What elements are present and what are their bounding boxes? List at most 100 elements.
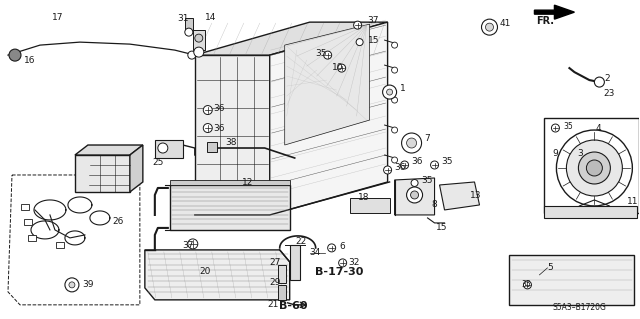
Circle shape (354, 21, 362, 29)
Text: 10: 10 (332, 63, 343, 71)
Bar (24, 219, 32, 225)
Text: 15: 15 (436, 223, 447, 233)
Text: 7: 7 (424, 134, 430, 143)
Polygon shape (509, 255, 634, 305)
Circle shape (411, 180, 418, 187)
Text: B-17-30: B-17-30 (316, 267, 364, 277)
Circle shape (338, 64, 346, 72)
Text: 14: 14 (205, 13, 216, 22)
Circle shape (324, 51, 332, 59)
Circle shape (195, 34, 203, 42)
Polygon shape (395, 178, 435, 215)
Text: 37: 37 (367, 16, 379, 25)
Text: 1: 1 (399, 84, 405, 93)
Text: 8: 8 (431, 200, 437, 210)
Polygon shape (269, 22, 388, 215)
Circle shape (387, 89, 392, 95)
Text: 25: 25 (153, 159, 164, 167)
Text: 41: 41 (499, 19, 511, 28)
Polygon shape (75, 155, 130, 192)
Circle shape (185, 28, 193, 36)
Circle shape (9, 49, 21, 61)
Text: 26: 26 (112, 218, 124, 226)
Circle shape (401, 161, 408, 169)
Polygon shape (145, 250, 290, 300)
Text: FR.: FR. (536, 16, 554, 26)
Text: 5: 5 (547, 263, 553, 272)
Bar (155, 140, 183, 158)
Text: 3: 3 (577, 149, 583, 158)
Circle shape (188, 51, 196, 59)
Polygon shape (285, 24, 370, 145)
Circle shape (69, 282, 75, 288)
Circle shape (194, 47, 204, 57)
Circle shape (481, 19, 497, 35)
Circle shape (328, 244, 335, 252)
Text: 31: 31 (177, 14, 188, 23)
Text: 36: 36 (214, 123, 225, 132)
Bar (278, 265, 285, 283)
Bar (56, 242, 64, 248)
Text: 35: 35 (422, 176, 433, 185)
Polygon shape (195, 22, 388, 55)
Circle shape (486, 23, 493, 31)
Circle shape (65, 278, 79, 292)
Text: 12: 12 (242, 178, 253, 188)
Circle shape (566, 140, 622, 196)
Circle shape (524, 281, 531, 289)
Text: 2: 2 (604, 74, 610, 83)
Circle shape (204, 106, 212, 115)
Circle shape (383, 85, 397, 99)
Bar (21, 204, 29, 210)
Bar (170, 180, 290, 185)
Circle shape (392, 42, 397, 48)
Text: 15: 15 (367, 36, 379, 45)
Text: 35: 35 (442, 158, 453, 167)
Circle shape (339, 259, 347, 267)
Circle shape (204, 123, 212, 132)
Circle shape (188, 239, 198, 249)
Bar (207, 142, 217, 152)
Text: 22: 22 (296, 237, 307, 246)
Text: 23: 23 (604, 89, 615, 98)
Polygon shape (534, 5, 575, 19)
Polygon shape (545, 206, 637, 218)
Text: B-60: B-60 (280, 301, 308, 311)
Circle shape (356, 39, 363, 46)
Polygon shape (75, 145, 143, 155)
Circle shape (431, 161, 438, 169)
Bar (545, 118, 639, 213)
Text: 17: 17 (52, 13, 63, 22)
Text: 34: 34 (310, 249, 321, 257)
Circle shape (158, 143, 168, 153)
Text: 4: 4 (595, 123, 601, 132)
Circle shape (595, 77, 604, 87)
Text: S5A3–B1720G: S5A3–B1720G (552, 303, 606, 312)
Polygon shape (195, 55, 269, 215)
Circle shape (392, 127, 397, 133)
Text: 16: 16 (24, 56, 35, 65)
Circle shape (401, 133, 422, 153)
Text: 35: 35 (563, 122, 573, 130)
Circle shape (392, 67, 397, 73)
Text: 37: 37 (182, 241, 193, 250)
Text: 32: 32 (349, 258, 360, 267)
Text: 36: 36 (395, 164, 406, 173)
Bar (185, 18, 193, 30)
Circle shape (406, 187, 422, 203)
Text: 36: 36 (214, 104, 225, 113)
Text: 35: 35 (522, 280, 531, 289)
Text: 39: 39 (82, 280, 93, 289)
Text: 38: 38 (226, 137, 237, 146)
Circle shape (579, 152, 611, 184)
Circle shape (556, 130, 632, 206)
Circle shape (411, 191, 419, 199)
Bar (193, 30, 205, 50)
Text: 20: 20 (200, 267, 211, 276)
Text: 6: 6 (340, 242, 346, 251)
Text: 13: 13 (470, 191, 481, 200)
Circle shape (383, 166, 392, 174)
Circle shape (392, 97, 397, 103)
Polygon shape (440, 182, 479, 210)
Text: 9: 9 (552, 149, 558, 158)
